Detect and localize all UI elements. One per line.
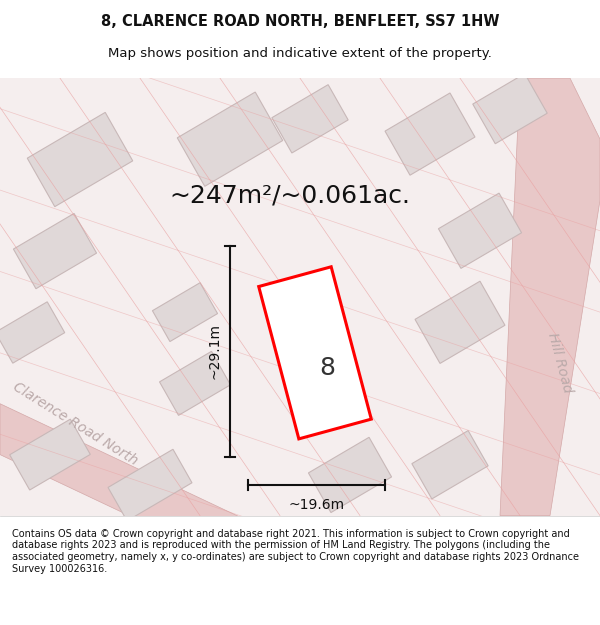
Polygon shape xyxy=(385,93,475,175)
Polygon shape xyxy=(0,404,280,587)
Polygon shape xyxy=(272,84,348,153)
Polygon shape xyxy=(152,282,218,341)
Text: Contains OS data © Crown copyright and database right 2021. This information is : Contains OS data © Crown copyright and d… xyxy=(12,529,579,574)
Text: ~247m²/~0.061ac.: ~247m²/~0.061ac. xyxy=(170,183,410,207)
Polygon shape xyxy=(160,351,230,416)
Polygon shape xyxy=(13,214,97,289)
Polygon shape xyxy=(27,112,133,207)
Polygon shape xyxy=(108,449,192,521)
Polygon shape xyxy=(259,267,371,439)
Text: ~29.1m: ~29.1m xyxy=(207,323,221,379)
Polygon shape xyxy=(439,193,521,268)
Polygon shape xyxy=(415,281,505,363)
Text: 8, CLARENCE ROAD NORTH, BENFLEET, SS7 1HW: 8, CLARENCE ROAD NORTH, BENFLEET, SS7 1H… xyxy=(101,14,499,29)
Text: ~19.6m: ~19.6m xyxy=(289,499,344,512)
Text: 8: 8 xyxy=(319,356,335,380)
Polygon shape xyxy=(177,92,283,186)
Text: Clarence Road North: Clarence Road North xyxy=(10,380,140,468)
Polygon shape xyxy=(473,74,547,144)
Polygon shape xyxy=(500,78,600,516)
Text: Hill Road: Hill Road xyxy=(545,331,575,394)
Polygon shape xyxy=(412,431,488,499)
Text: Map shows position and indicative extent of the property.: Map shows position and indicative extent… xyxy=(108,47,492,59)
Polygon shape xyxy=(0,302,65,363)
Polygon shape xyxy=(308,438,392,512)
Polygon shape xyxy=(10,419,91,490)
